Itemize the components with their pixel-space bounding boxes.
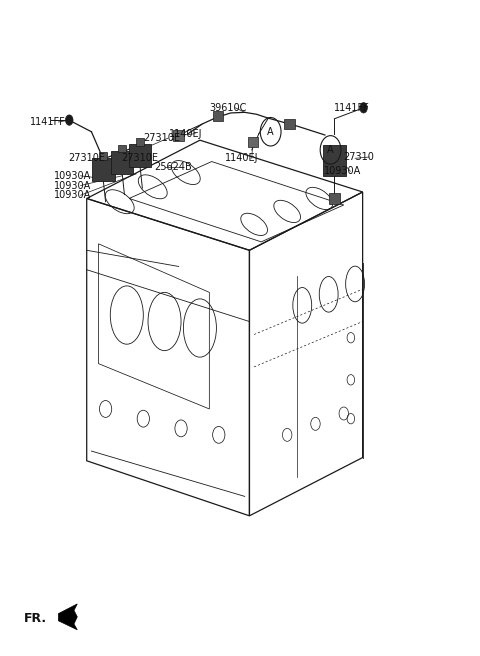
Text: 27310: 27310	[343, 152, 374, 162]
Text: 27310E: 27310E	[121, 154, 158, 163]
FancyBboxPatch shape	[99, 152, 108, 159]
Polygon shape	[59, 604, 77, 630]
FancyBboxPatch shape	[111, 150, 133, 174]
Text: 10930A: 10930A	[54, 190, 91, 200]
Text: 10930A: 10930A	[54, 171, 91, 181]
FancyBboxPatch shape	[323, 145, 346, 176]
Text: FR.: FR.	[24, 611, 47, 625]
Text: 1141FF: 1141FF	[335, 103, 370, 113]
FancyBboxPatch shape	[118, 145, 126, 152]
Text: 27310E: 27310E	[144, 133, 180, 143]
Text: 1140EJ: 1140EJ	[225, 154, 258, 163]
Text: 10930A: 10930A	[54, 180, 91, 190]
Text: 39610C: 39610C	[209, 103, 247, 113]
Text: A: A	[327, 145, 334, 155]
Text: 27310E: 27310E	[68, 154, 105, 163]
Text: 25624B: 25624B	[154, 163, 192, 173]
FancyBboxPatch shape	[329, 193, 339, 203]
FancyBboxPatch shape	[213, 111, 223, 121]
Text: 1140EJ: 1140EJ	[169, 129, 203, 138]
FancyBboxPatch shape	[136, 138, 144, 146]
Circle shape	[360, 102, 367, 113]
FancyBboxPatch shape	[284, 119, 295, 129]
FancyBboxPatch shape	[173, 131, 184, 141]
FancyBboxPatch shape	[248, 137, 258, 148]
FancyBboxPatch shape	[129, 144, 151, 167]
Text: A: A	[267, 127, 274, 136]
Text: 10930A: 10930A	[324, 166, 361, 176]
Circle shape	[65, 115, 73, 125]
FancyBboxPatch shape	[92, 157, 115, 181]
Text: 1141FF: 1141FF	[30, 117, 66, 127]
